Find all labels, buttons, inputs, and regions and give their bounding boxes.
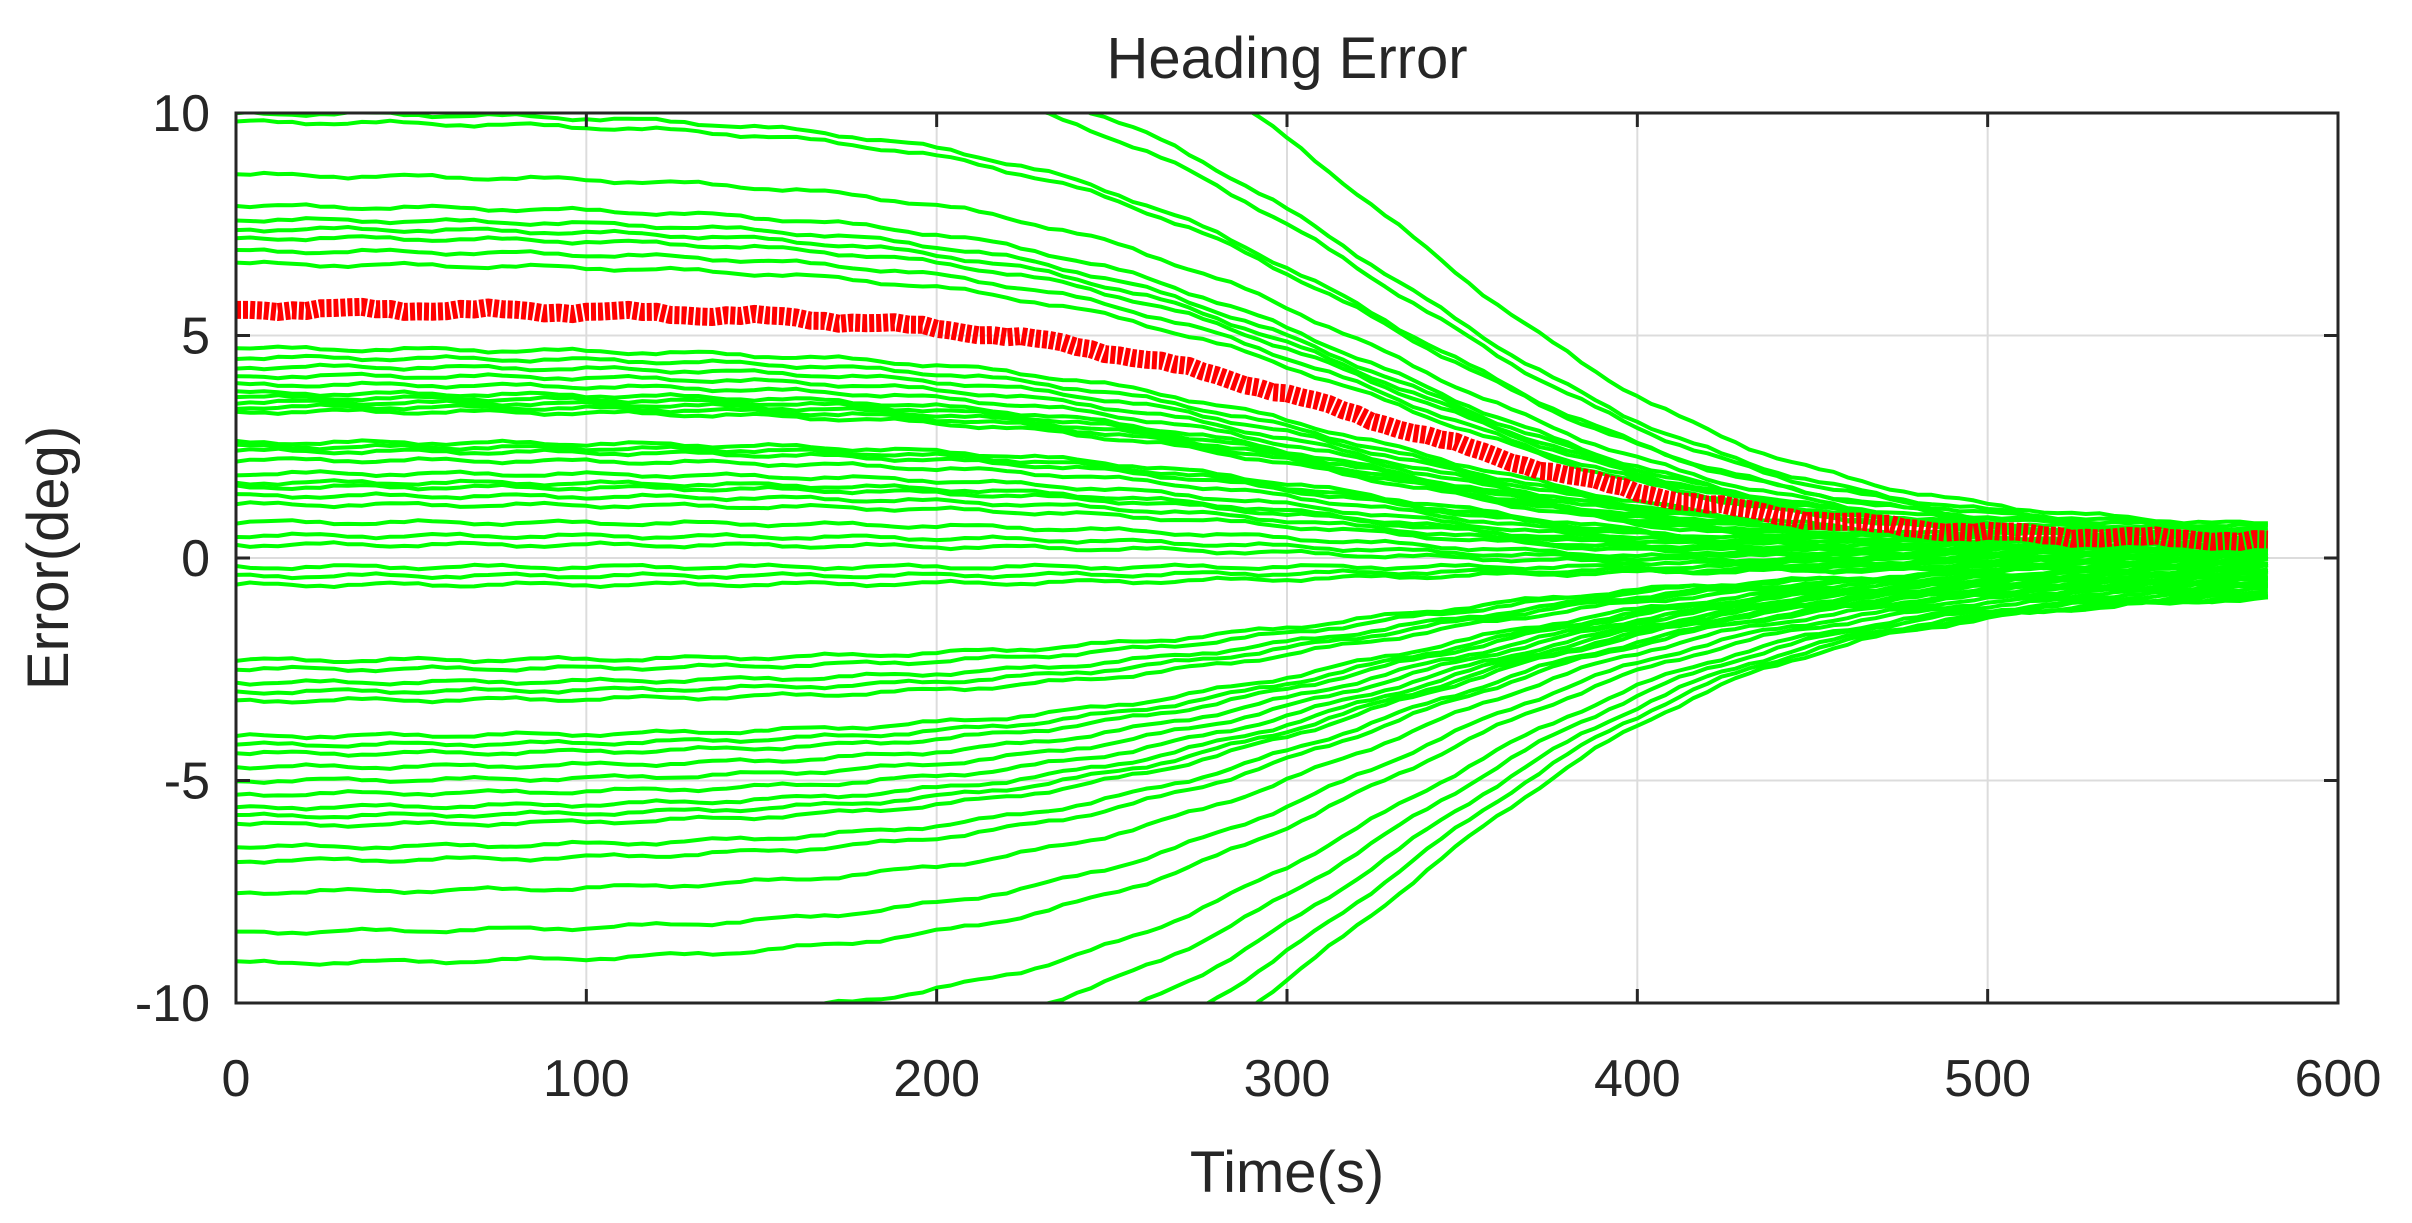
green-trajectory [1039, 113, 2268, 532]
green-trajectory [236, 402, 2269, 555]
green-trajectory [236, 586, 2268, 896]
green-trajectory [236, 118, 2269, 536]
green-trajectory [236, 202, 2268, 538]
green-trajectory [236, 591, 2269, 967]
y-tick-label: 5 [181, 308, 210, 366]
green-trajectory [1041, 592, 2268, 1003]
green-trajectory [236, 567, 2268, 674]
y-tick-labels: -10 -5 0 5 10 [135, 85, 210, 1033]
green-trajectory [236, 393, 2268, 553]
x-tick-label: 500 [1944, 1050, 2031, 1108]
x-axis-label: Time(s) [1190, 1140, 1384, 1205]
green-trajectory [236, 583, 2268, 865]
green-trajectory [236, 500, 2269, 567]
green-trajectory [236, 576, 2269, 771]
series-layer [236, 113, 2269, 1003]
chart-title: Heading Error [1106, 26, 1467, 91]
green-trajectory [236, 469, 2269, 562]
green-trajectory [1249, 113, 2268, 526]
green-trajectory [1253, 595, 2269, 1003]
green-trajectory [806, 593, 2269, 1003]
green-trajectory [236, 574, 2268, 758]
x-tick-label: 400 [1594, 1050, 1681, 1108]
x-tick-label: 600 [2295, 1050, 2382, 1108]
red-trajectory [236, 297, 2269, 551]
y-tick-label: 10 [152, 85, 210, 143]
y-tick-label: 0 [181, 530, 210, 588]
ticks [234, 111, 2340, 1005]
green-trajectory [236, 531, 2269, 569]
green-trajectory [1135, 594, 2269, 1003]
green-trajectory [1085, 113, 2269, 529]
x-tick-label: 200 [893, 1050, 980, 1108]
green-trajectory [236, 170, 2268, 537]
green-trajectory [236, 446, 2269, 560]
x-tick-label: 100 [543, 1050, 630, 1108]
x-tick-label: 0 [222, 1050, 251, 1108]
y-tick-label: -10 [135, 975, 210, 1033]
green-trajectory [236, 582, 2268, 851]
y-tick-label: -5 [164, 753, 210, 811]
green-trajectory [236, 564, 2269, 589]
x-tick-label: 300 [1244, 1050, 1331, 1108]
green-trajectory [236, 581, 2268, 829]
x-tick-labels: 0 100 200 300 400 500 600 [222, 1050, 2382, 1108]
y-axis-label: Error(deg) [16, 426, 81, 690]
